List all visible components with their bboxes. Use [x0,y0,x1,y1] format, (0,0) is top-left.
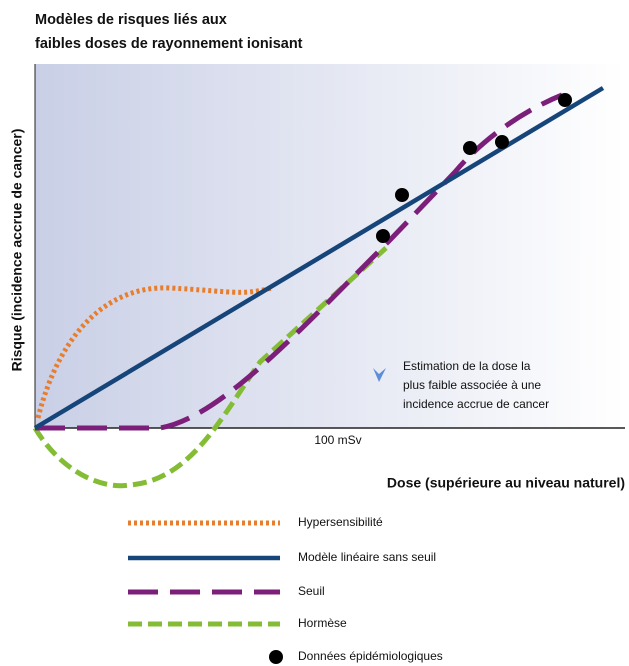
legend-label: Seuil [298,584,325,598]
data-point [463,141,477,155]
data-point [376,229,390,243]
legend-label: Modèle linéaire sans seuil [298,550,436,564]
annotation-line: plus faible associée à une [403,378,541,392]
title-line: Modèles de risques liés aux [35,12,227,28]
hormesis-curve [32,246,388,489]
annotation-line: Estimation de la dose la [403,359,531,373]
y-axis-label: Risque (incidence accrue de cancer) [9,129,25,372]
x-tick-label: 100 mSv [314,433,361,447]
legend-label: Données épidémiologiques [298,649,443,663]
legend-label: Hormèse [298,616,347,630]
data-point [395,188,409,202]
data-points [376,93,572,243]
threshold-curve [35,92,563,431]
legend-swatch [269,650,283,664]
x-axis-label: Dose (supérieure au niveau naturel) [387,475,625,491]
title-line: faibles doses de rayonnement ionisant [35,36,303,52]
arrow-icon [373,368,386,382]
annotation-line: incidence accrue de cancer [403,397,549,411]
legend-label: Hypersensibilité [298,515,383,529]
data-point [558,93,572,107]
data-point [495,135,509,149]
